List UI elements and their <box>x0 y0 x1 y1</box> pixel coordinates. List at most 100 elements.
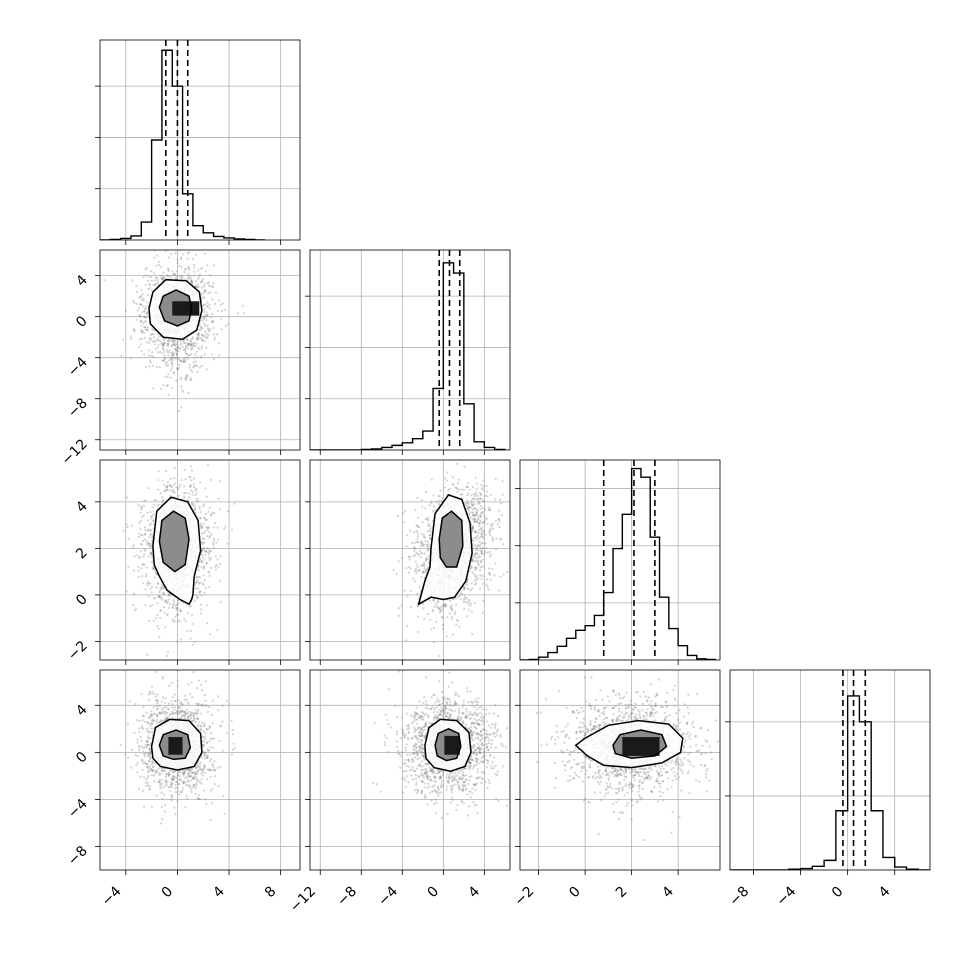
scatter-point <box>204 586 207 590</box>
scatter-point <box>488 508 492 511</box>
scatter-point <box>441 627 444 631</box>
scatter-point <box>416 535 419 538</box>
scatter-point <box>161 276 164 279</box>
scatter-point <box>186 797 189 800</box>
scatter-point <box>148 287 151 290</box>
scatter-point <box>475 521 478 524</box>
scatter-point <box>142 555 145 558</box>
scatter-point <box>195 576 198 579</box>
scatter-point <box>135 607 138 610</box>
scatter-point <box>167 598 170 601</box>
scatter-point <box>480 526 483 530</box>
scatter-point <box>189 279 193 282</box>
scatter-point <box>205 518 208 521</box>
scatter-point <box>457 478 460 481</box>
scatter-point <box>466 587 469 590</box>
scatter-point <box>398 607 401 610</box>
scatter-point <box>138 303 141 306</box>
scatter-point <box>188 476 191 479</box>
scatter-point <box>149 582 152 585</box>
scatter-point <box>223 527 226 531</box>
scatter-point <box>397 560 400 563</box>
scatter-point <box>167 342 170 345</box>
scatter-point <box>489 553 492 556</box>
scatter-point <box>418 586 421 589</box>
scatter-point <box>415 551 418 554</box>
scatter-point <box>172 371 176 374</box>
scatter-point <box>153 256 156 259</box>
scatter-point <box>140 303 143 306</box>
scatter-point <box>148 529 152 532</box>
scatter-point <box>416 496 419 500</box>
scatter-point <box>171 270 174 273</box>
scatter-point <box>450 617 453 621</box>
scatter-point <box>156 504 159 507</box>
scatter-point <box>469 567 472 570</box>
scatter-point <box>197 575 200 579</box>
scatter-point <box>192 784 195 787</box>
scatter-point <box>168 484 172 487</box>
scatter-point <box>182 348 185 351</box>
scatter-point <box>175 486 178 489</box>
scatter-point <box>140 295 143 298</box>
scatter-point <box>139 542 142 546</box>
scatter-point <box>187 276 190 280</box>
scatter-point <box>416 532 419 535</box>
scatter-point <box>140 337 143 340</box>
scatter-point <box>205 368 208 371</box>
scatter-point <box>147 288 150 291</box>
scatter-point <box>203 558 206 561</box>
scatter-point <box>205 495 208 498</box>
scatter-point <box>204 314 207 317</box>
scatter-point <box>499 538 502 541</box>
scatter-point <box>185 375 189 378</box>
scatter-point <box>417 526 420 529</box>
scatter-point <box>167 372 170 375</box>
scatter-point <box>475 547 478 550</box>
scatter-point <box>186 712 189 715</box>
scatter-point <box>200 532 204 535</box>
scatter-point <box>414 548 417 551</box>
scatter-point <box>432 599 436 602</box>
scatter-point <box>477 497 480 500</box>
scatter-point <box>169 276 172 279</box>
scatter-point <box>408 555 411 559</box>
scatter-point <box>179 638 182 641</box>
scatter-point <box>217 566 220 569</box>
scatter-point <box>166 350 169 353</box>
scatter-point <box>172 603 175 606</box>
scatter-point <box>179 378 182 381</box>
scatter-point <box>486 522 489 526</box>
scatter-point <box>182 340 185 343</box>
scatter-point <box>200 280 203 283</box>
scatter-point <box>192 366 195 369</box>
scatter-point <box>196 356 199 359</box>
scatter-point <box>166 384 169 387</box>
scatter-point <box>201 280 204 283</box>
scatter-point <box>423 563 426 566</box>
scatter-point <box>474 494 477 498</box>
scatter-point <box>206 314 209 317</box>
scatter-point <box>190 348 193 351</box>
scatter-point <box>172 339 175 343</box>
scatter-point <box>180 479 183 482</box>
scatter-point <box>439 609 442 612</box>
scatter-point <box>204 289 207 292</box>
scatter-point <box>137 565 140 569</box>
scatter-point <box>161 495 164 499</box>
scatter-point <box>226 542 229 545</box>
scatter-point <box>138 345 141 349</box>
scatter-point <box>179 340 182 343</box>
scatter-point <box>206 336 209 339</box>
scatter-point <box>144 283 147 287</box>
scatter-point <box>475 512 478 515</box>
scatter-point <box>135 290 139 293</box>
scatter-point <box>152 520 155 523</box>
scatter-point <box>202 503 205 506</box>
scatter-point <box>150 354 153 357</box>
scatter-point <box>209 478 212 481</box>
scatter-point <box>207 329 210 332</box>
scatter-point <box>193 507 197 511</box>
scatter-point <box>190 279 193 282</box>
scatter-point <box>144 316 147 319</box>
